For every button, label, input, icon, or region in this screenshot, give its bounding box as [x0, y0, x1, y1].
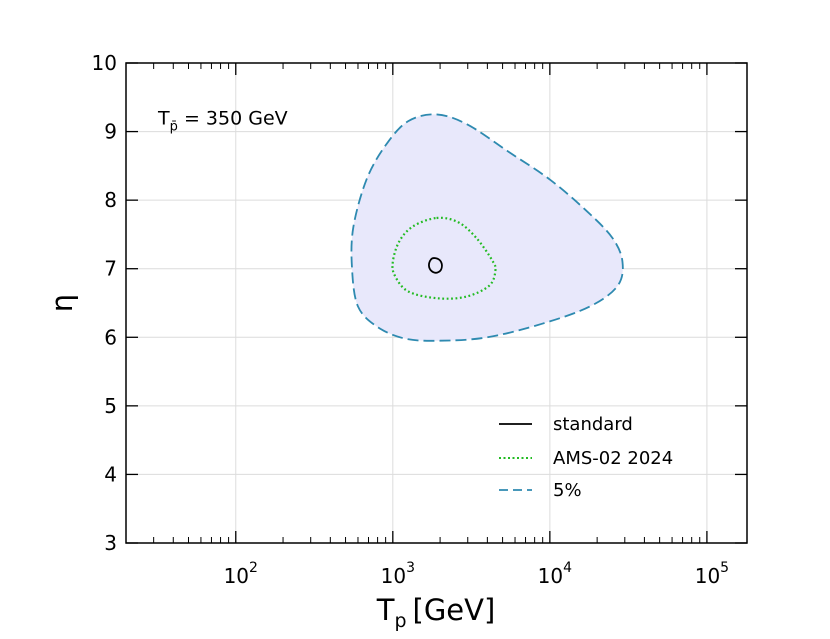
- x-tick-exponent: 5: [720, 560, 729, 576]
- series-contour-5: [350, 113, 624, 342]
- y-tick-label-3: 3: [104, 531, 117, 555]
- y-tick-label-8: 8: [104, 188, 117, 212]
- x-axis-label: Tp [GeV]: [376, 593, 496, 632]
- annotation-main: T: [157, 108, 170, 130]
- x-axis-label-subscript: p: [394, 610, 406, 632]
- x-tick-labels: 102 103 104 105: [224, 560, 730, 588]
- series-contour-standard: [428, 257, 443, 274]
- y-tick-label-5: 5: [104, 394, 117, 418]
- x-tick-base: 10: [381, 564, 406, 588]
- x-tick-exponent: 4: [563, 560, 572, 576]
- series-contour-ams-02-2024: [391, 216, 497, 300]
- x-axis-label-unit: [GeV]: [413, 593, 496, 627]
- energy-annotation: Tp̄ = 350 GeV: [157, 108, 288, 135]
- x-tick-exponent: 2: [249, 560, 258, 576]
- annotation-subscript: p̄: [170, 120, 178, 135]
- x-tick-label-1e4: 104: [538, 560, 572, 588]
- x-tick-base: 10: [224, 564, 249, 588]
- y-tick-label-9: 9: [104, 120, 117, 144]
- legend: standard AMS-02 2024 5%: [499, 414, 673, 501]
- x-tick-exponent: 3: [406, 560, 415, 576]
- y-tick-label-6: 6: [104, 325, 117, 349]
- series-layer: [350, 113, 624, 342]
- minor-ticks: [153, 63, 701, 543]
- legend-label-ams02: AMS-02 2024: [553, 448, 673, 469]
- y-tick-label-7: 7: [104, 257, 117, 281]
- y-axis-label: η: [45, 294, 79, 312]
- plot-frame: [125, 62, 748, 544]
- x-tick-base: 10: [538, 564, 563, 588]
- x-tick-base: 10: [695, 564, 720, 588]
- x-axis-label-main: T: [376, 593, 395, 627]
- y-tick-label-4: 4: [104, 462, 117, 486]
- annotation-value: = 350 GeV: [178, 108, 288, 130]
- y-tick-labels: 3 4 5 6 7 8 9 10: [92, 51, 117, 555]
- legend-label-5pct: 5%: [553, 480, 582, 501]
- x-tick-label-1e3: 103: [381, 560, 415, 588]
- legend-label-standard: standard: [553, 414, 633, 435]
- x-tick-label-1e5: 105: [695, 560, 729, 588]
- x-tick-label-1e2: 102: [224, 560, 258, 588]
- y-tick-label-10: 10: [92, 51, 117, 75]
